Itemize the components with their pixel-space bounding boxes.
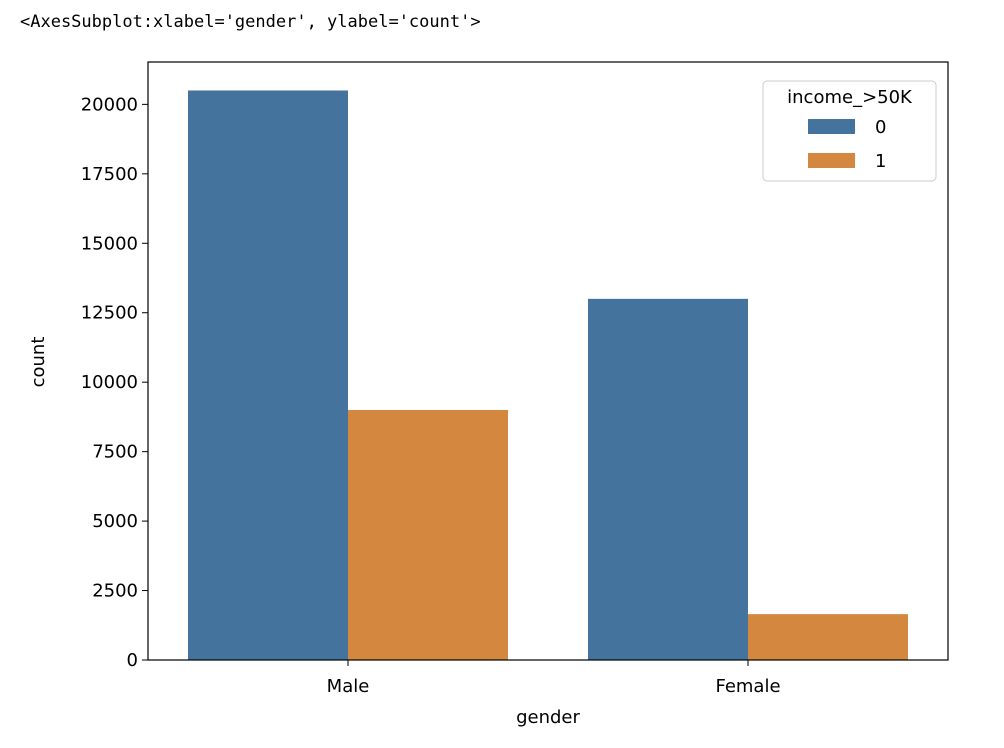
legend-label: 1 [875, 151, 886, 172]
y-tick-label: 10000 [81, 372, 138, 393]
bar [348, 409, 508, 660]
y-tick-label: 17500 [81, 164, 138, 185]
y-tick-label: 5000 [92, 511, 138, 532]
bar [748, 614, 908, 660]
y-tick-label: 0 [127, 650, 138, 671]
x-tick-label: Female [715, 676, 780, 697]
legend-swatch [808, 153, 855, 168]
x-axis-label: gender [516, 707, 580, 728]
x-tick-label: Male [327, 676, 370, 697]
axes-frame [147, 61, 949, 661]
bar [588, 298, 748, 660]
y-axis-label: count [28, 337, 49, 388]
bar [188, 90, 348, 660]
legend-swatch [808, 119, 855, 134]
y-tick-label: 12500 [81, 303, 138, 324]
legend-title: income_>50K [787, 87, 913, 108]
y-tick-label: 7500 [92, 442, 138, 463]
y-tick-label: 15000 [81, 233, 138, 254]
output-text: <AxesSubplot:xlabel='gender', ylabel='co… [20, 12, 481, 32]
y-tick-label: 2500 [92, 581, 138, 602]
y-tick-label: 20000 [81, 94, 138, 115]
legend-label: 0 [875, 117, 886, 138]
